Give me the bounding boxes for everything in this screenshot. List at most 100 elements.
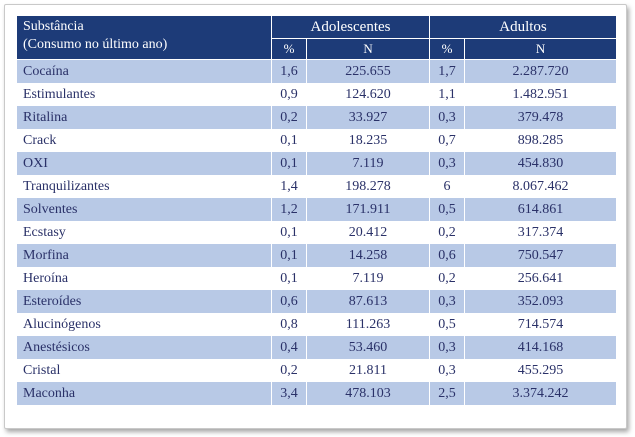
table-row: OXI 0,1 7.119 0,3 454.830 [16,152,618,175]
substance-column-header: Substância (Consumo no último ano) [16,15,272,60]
table-row: Anestésicos 0,4 53.460 0,3 414.168 [16,336,618,359]
adults-n-cell: 256.641 [464,267,618,290]
substance-name-cell: Heroína [16,267,272,290]
table-frame: Substância (Consumo no último ano) Adole… [4,4,627,429]
adults-pct-cell: 6 [429,175,466,198]
adults-pct-cell: 0,5 [429,198,466,221]
table-row: Heroína 0,1 7.119 0,2 256.641 [16,267,618,290]
substance-name-cell: Estimulantes [16,83,272,106]
adolescents-n-cell: 7.119 [305,267,431,290]
adolescents-pct-cell: 0,1 [271,152,307,175]
adults-pct-cell: 0,2 [429,267,466,290]
adolescents-group-header: Adolescentes [270,15,431,39]
table-row: Tranquilizantes 1,4 198.278 6 8.067.462 [16,175,618,198]
adults-n-cell: 750.547 [464,244,618,267]
adults-pct-cell: 0,7 [429,129,466,152]
substance-header-line2: (Consumo no último ano) [23,37,168,52]
table-body: Cocaína 1,6 225.655 1,7 2.287.720 Estimulante… [16,59,618,405]
adolescents-pct-header: % [271,38,307,60]
adults-n-cell: 714.574 [464,313,618,336]
substance-name-cell: Cristal [16,359,272,382]
adolescents-pct-cell: 0,9 [271,83,307,106]
adolescents-pct-cell: 0,1 [271,244,307,267]
adults-n-cell: 454.830 [464,152,618,175]
adolescents-pct-cell: 0,2 [271,106,307,129]
adolescents-n-cell: 198.278 [305,175,431,198]
adolescents-pct-cell: 0,1 [271,221,307,244]
adolescents-pct-cell: 0,1 [271,129,307,152]
table-row: Morfina 0,1 14.258 0,6 750.547 [16,244,618,267]
table-row: Solventes 1,2 171.911 0,5 614.861 [16,198,618,221]
adults-group-header: Adultos [429,15,618,39]
adolescents-n-cell: 33.927 [305,106,431,129]
adults-n-cell: 317.374 [464,221,618,244]
adults-n-header: N [464,38,618,60]
substance-name-cell: Tranquilizantes [16,175,272,198]
adults-pct-cell: 0,6 [429,244,466,267]
substance-name-cell: Solventes [16,198,272,221]
table-row: Crack 0,1 18.235 0,7 898.285 [16,129,618,152]
adolescents-pct-cell: 0,2 [271,359,307,382]
table-row: Alucinógenos 0,8 111.263 0,5 714.574 [16,313,618,336]
adolescents-n-header: N [305,38,431,60]
header-row-columns: % N % N [17,38,618,60]
table-row: Cocaína 1,6 225.655 1,7 2.287.720 [16,59,618,83]
adolescents-pct-cell: 3,4 [271,382,307,405]
substance-name-cell: Ecstasy [16,221,272,244]
adolescents-n-cell: 478.103 [305,382,431,405]
table-row: Esteroídes 0,6 87.613 0,3 352.093 [16,290,618,313]
adolescents-n-cell: 171.911 [305,198,431,221]
adults-pct-cell: 0,3 [429,106,466,129]
substance-name-cell: Alucinógenos [16,313,272,336]
header-row-groups: Substância (Consumo no último ano) Adole… [16,15,618,60]
adults-n-cell: 3.374.242 [464,382,618,405]
table-row: Ritalina 0,2 33.927 0,3 379.478 [16,106,618,129]
adolescents-pct-cell: 0,6 [271,290,307,313]
adolescents-pct-cell: 0,4 [271,336,307,359]
adolescents-n-cell: 7.119 [305,152,431,175]
adults-pct-cell: 0,3 [429,152,466,175]
adults-pct-cell: 0,2 [429,221,466,244]
adolescents-pct-cell: 1,6 [271,59,307,83]
adolescents-n-cell: 124.620 [305,83,431,106]
table-row: Estimulantes 0,9 124.620 1,1 1.482.951 [16,83,618,106]
substance-name-cell: Crack [16,129,272,152]
adults-n-cell: 898.285 [464,129,618,152]
adults-n-cell: 379.478 [464,106,618,129]
substance-name-cell: Morfina [16,244,272,267]
adolescents-n-cell: 21.811 [305,359,431,382]
adolescents-pct-cell: 1,2 [271,198,307,221]
adults-n-cell: 2.287.720 [464,59,618,83]
adolescents-n-cell: 111.263 [305,313,431,336]
adults-n-cell: 352.093 [464,290,618,313]
table-row: Ecstasy 0,1 20.412 0,2 317.374 [16,221,618,244]
adults-n-cell: 8.067.462 [464,175,618,198]
substance-name-cell: Ritalina [16,106,272,129]
substance-name-cell: Esteroídes [16,290,272,313]
adults-pct-cell: 0,3 [429,290,466,313]
adolescents-n-cell: 53.460 [305,336,431,359]
adults-pct-header: % [429,38,466,60]
adults-pct-cell: 0,5 [429,313,466,336]
adolescents-n-cell: 18.235 [305,129,431,152]
adults-pct-cell: 2,5 [429,382,466,405]
adults-pct-cell: 1,1 [429,83,466,106]
substance-name-cell: Maconha [16,382,272,405]
adults-n-cell: 414.168 [464,336,618,359]
adults-n-cell: 455.295 [464,359,618,382]
substance-name-cell: Cocaína [16,59,272,83]
table-row: Cristal 0,2 21.811 0,3 455.295 [16,359,618,382]
substance-name-cell: OXI [16,152,272,175]
adolescents-n-cell: 225.655 [305,59,431,83]
adolescents-pct-cell: 1,4 [271,175,307,198]
adolescents-n-cell: 87.613 [305,290,431,313]
adolescents-n-cell: 20.412 [305,221,431,244]
adolescents-pct-cell: 0,1 [271,267,307,290]
adults-n-cell: 1.482.951 [464,83,618,106]
adults-pct-cell: 1,7 [429,59,466,83]
adolescents-n-cell: 14.258 [305,244,431,267]
substance-consumption-table: Substância (Consumo no último ano) Adole… [16,15,618,405]
adults-pct-cell: 0,3 [429,336,466,359]
table-row: Maconha 3,4 478.103 2,5 3.374.242 [16,382,618,405]
adults-pct-cell: 0,3 [429,359,466,382]
